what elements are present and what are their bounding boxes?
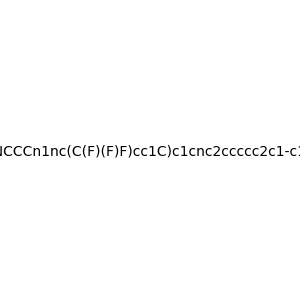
Text: O=C(NCCCn1nc(C(F)(F)F)cc1C)c1cnc2ccccc2c1-c1ccccc1: O=C(NCCCn1nc(C(F)(F)F)cc1C)c1cnc2ccccc2c…: [0, 145, 300, 158]
